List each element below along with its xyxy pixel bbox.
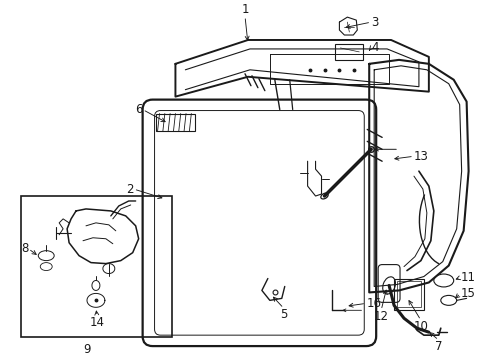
- Text: 7: 7: [434, 340, 442, 353]
- Text: 1: 1: [241, 3, 248, 16]
- Bar: [21, 196, 172, 337]
- Text: 13: 13: [413, 150, 428, 163]
- Text: 4: 4: [370, 41, 378, 54]
- Text: 14: 14: [89, 316, 104, 329]
- Text: 12: 12: [373, 310, 388, 323]
- Bar: [396, 282, 420, 307]
- Bar: [393, 279, 423, 310]
- Bar: [335, 44, 363, 60]
- Text: 15: 15: [460, 287, 474, 300]
- Text: 11: 11: [460, 271, 475, 284]
- Text: 6: 6: [135, 103, 142, 116]
- Text: 16: 16: [366, 297, 381, 310]
- Text: 9: 9: [83, 343, 91, 356]
- Text: 3: 3: [370, 15, 378, 28]
- Text: 5: 5: [280, 308, 287, 321]
- Bar: [155, 113, 195, 131]
- Text: 8: 8: [21, 242, 28, 255]
- Text: 10: 10: [413, 320, 427, 333]
- Text: 2: 2: [126, 183, 133, 195]
